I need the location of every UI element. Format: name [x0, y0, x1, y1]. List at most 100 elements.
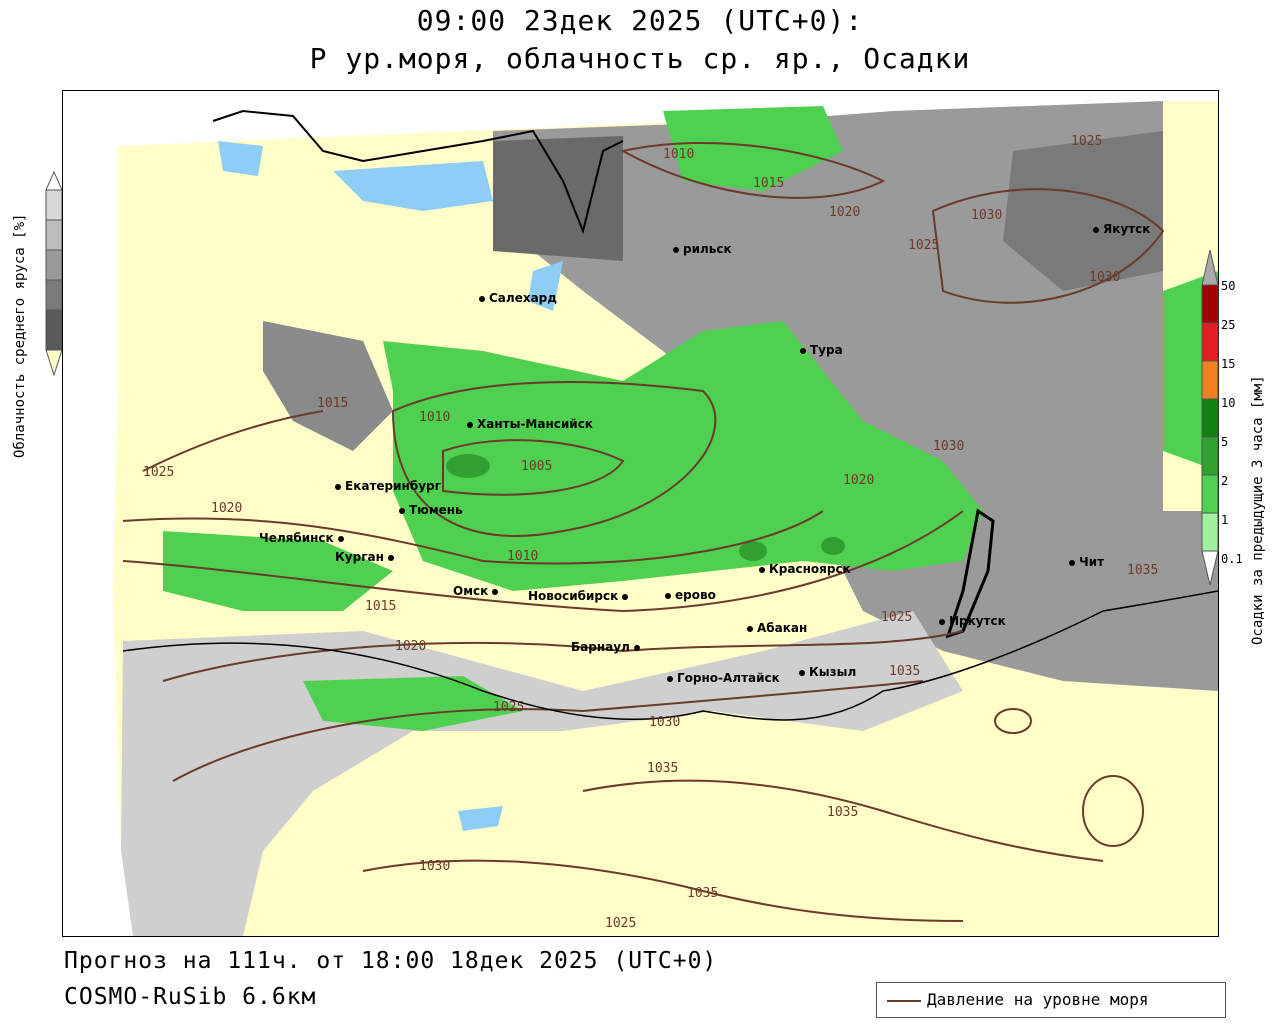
precip-zone-ural [163, 531, 393, 611]
city-krasnoyarsk: Красноярск [759, 562, 851, 576]
precip-tick-2: 2 [1221, 474, 1229, 488]
city-label: Горно-Алтайск [677, 671, 780, 685]
city-label: Курган [335, 550, 384, 564]
isobar-label: 1030 [971, 208, 1003, 223]
city-dot [1093, 226, 1099, 233]
city-chita: Чит [1069, 555, 1104, 569]
precip-tick-0.1: 0.1 [1221, 552, 1243, 566]
city-dot [939, 618, 945, 625]
cloud-field-ural [263, 321, 393, 451]
city-label: ерово [675, 588, 716, 602]
city-barnaul: Барнаул [571, 640, 644, 654]
precip-core-3 [821, 537, 845, 555]
city-dot [492, 588, 499, 595]
white-sea [218, 141, 263, 176]
forecast-info: Прогноз на 111ч. от 18:00 18дек 2025 (UT… [64, 948, 718, 974]
isobar-label: 1030 [649, 715, 681, 730]
city-label: Новосибирск [528, 589, 619, 603]
city-khanty-mansiysk: Ханты-Мансийск [467, 417, 593, 431]
isobar-label: 1025 [1071, 134, 1103, 149]
isobar-label: 1020 [843, 473, 875, 488]
city-kemerovo: ерово [665, 588, 716, 602]
city-label: Тура [810, 343, 843, 357]
city-dot [387, 554, 394, 561]
isobar-label: 1025 [143, 465, 175, 480]
city-label: Екатеринбург [345, 479, 441, 493]
city-label: рильск [683, 242, 732, 256]
isobar-label: 1015 [365, 599, 397, 614]
city-dot [622, 593, 629, 600]
city-dot [467, 421, 473, 428]
isobar-label: 1030 [1089, 270, 1121, 285]
precip-tick-25: 25 [1221, 318, 1236, 332]
precip-scale-bar [1201, 249, 1219, 586]
isobar-label: 1015 [317, 396, 349, 411]
city-label: Кызыл [809, 665, 857, 679]
isobar-label: 1020 [395, 639, 427, 654]
city-omsk: Омск [453, 584, 502, 598]
isobar-label: 1020 [829, 205, 861, 220]
city-label: Чит [1079, 555, 1105, 569]
cloud-field-yakutia [1003, 131, 1163, 291]
isobar-label: 1035 [889, 664, 921, 679]
precip-tick-5: 5 [1221, 435, 1229, 449]
city-novosibirsk: Новосибирск [528, 589, 632, 603]
isobar-label: 1025 [605, 916, 637, 931]
isobar-label: 1025 [881, 610, 913, 625]
isobar-label: 1010 [507, 549, 539, 564]
isobar-label: 1030 [419, 859, 451, 874]
cloud-field-dense [493, 136, 623, 261]
pressure-legend-swatch [887, 1000, 921, 1002]
city-dot [667, 675, 673, 682]
balkhash-lake [458, 806, 503, 831]
city-dot [665, 592, 671, 599]
precip-zone-kazakh [303, 676, 523, 731]
city-dot [633, 644, 640, 651]
city-dot [479, 295, 485, 302]
isobar-label: 1010 [419, 410, 451, 425]
city-dot [337, 535, 344, 542]
kara-sea-ice [333, 161, 493, 211]
pressure-legend-label: Давление на уровне моря [927, 990, 1149, 1009]
city-dot [335, 483, 341, 490]
city-yekaterinburg: Екатеринбург [335, 479, 441, 493]
city-chelyabinsk: Челябинск [259, 531, 348, 545]
city-norilsk: рильск [673, 242, 732, 256]
model-name: COSMO-RuSib 6.6км [64, 984, 317, 1010]
isobar-label: 1030 [933, 439, 965, 454]
precip-zone-north [663, 106, 843, 191]
pressure-legend: Давление на уровне моря [876, 982, 1226, 1018]
precip-scale [1200, 249, 1220, 590]
city-dot [1069, 559, 1075, 566]
isobar-label: 1015 [753, 176, 785, 191]
city-label: Абакан [757, 621, 808, 635]
isobar-label: 1025 [908, 238, 940, 253]
isobar-label: 1035 [827, 805, 859, 820]
precip-tick-50: 50 [1221, 279, 1236, 293]
map-title-fields: P ур.моря, облачность ср. яр., Осадки [309, 42, 971, 75]
forecast-map[interactable]: Якутск рильск Салехард Тура Ханты-Мансий… [62, 90, 1219, 937]
city-tyumen: Тюмень [399, 503, 463, 517]
city-dot [747, 625, 753, 632]
city-dot [799, 669, 805, 676]
cloud-scale-bar [45, 170, 63, 377]
precip-tick-10: 10 [1221, 396, 1236, 410]
precip-zone-central [383, 321, 983, 591]
city-label: Якутск [1103, 222, 1151, 236]
city-label: Салехард [489, 291, 557, 305]
city-kurgan: Курган [335, 550, 398, 564]
city-tura: Тура [800, 343, 843, 357]
precip-core-1 [446, 454, 490, 478]
city-label: Ханты-Мансийск [477, 417, 593, 431]
country-borders [122, 590, 1219, 721]
city-yakutsk: Якутск [1093, 222, 1150, 236]
city-dot [759, 566, 765, 573]
isobar-label: 1005 [521, 459, 553, 474]
cloud-scale-label: Облачность среднего яруса [%] [12, 213, 28, 458]
isobars [122, 141, 1165, 922]
city-label: Челябинск [259, 531, 334, 545]
city-gorno-altaysk: Горно-Алтайск [667, 671, 780, 685]
city-label: Иркутск [949, 614, 1006, 628]
city-label: Тюмень [409, 503, 463, 517]
city-abakan: Абакан [747, 621, 807, 635]
